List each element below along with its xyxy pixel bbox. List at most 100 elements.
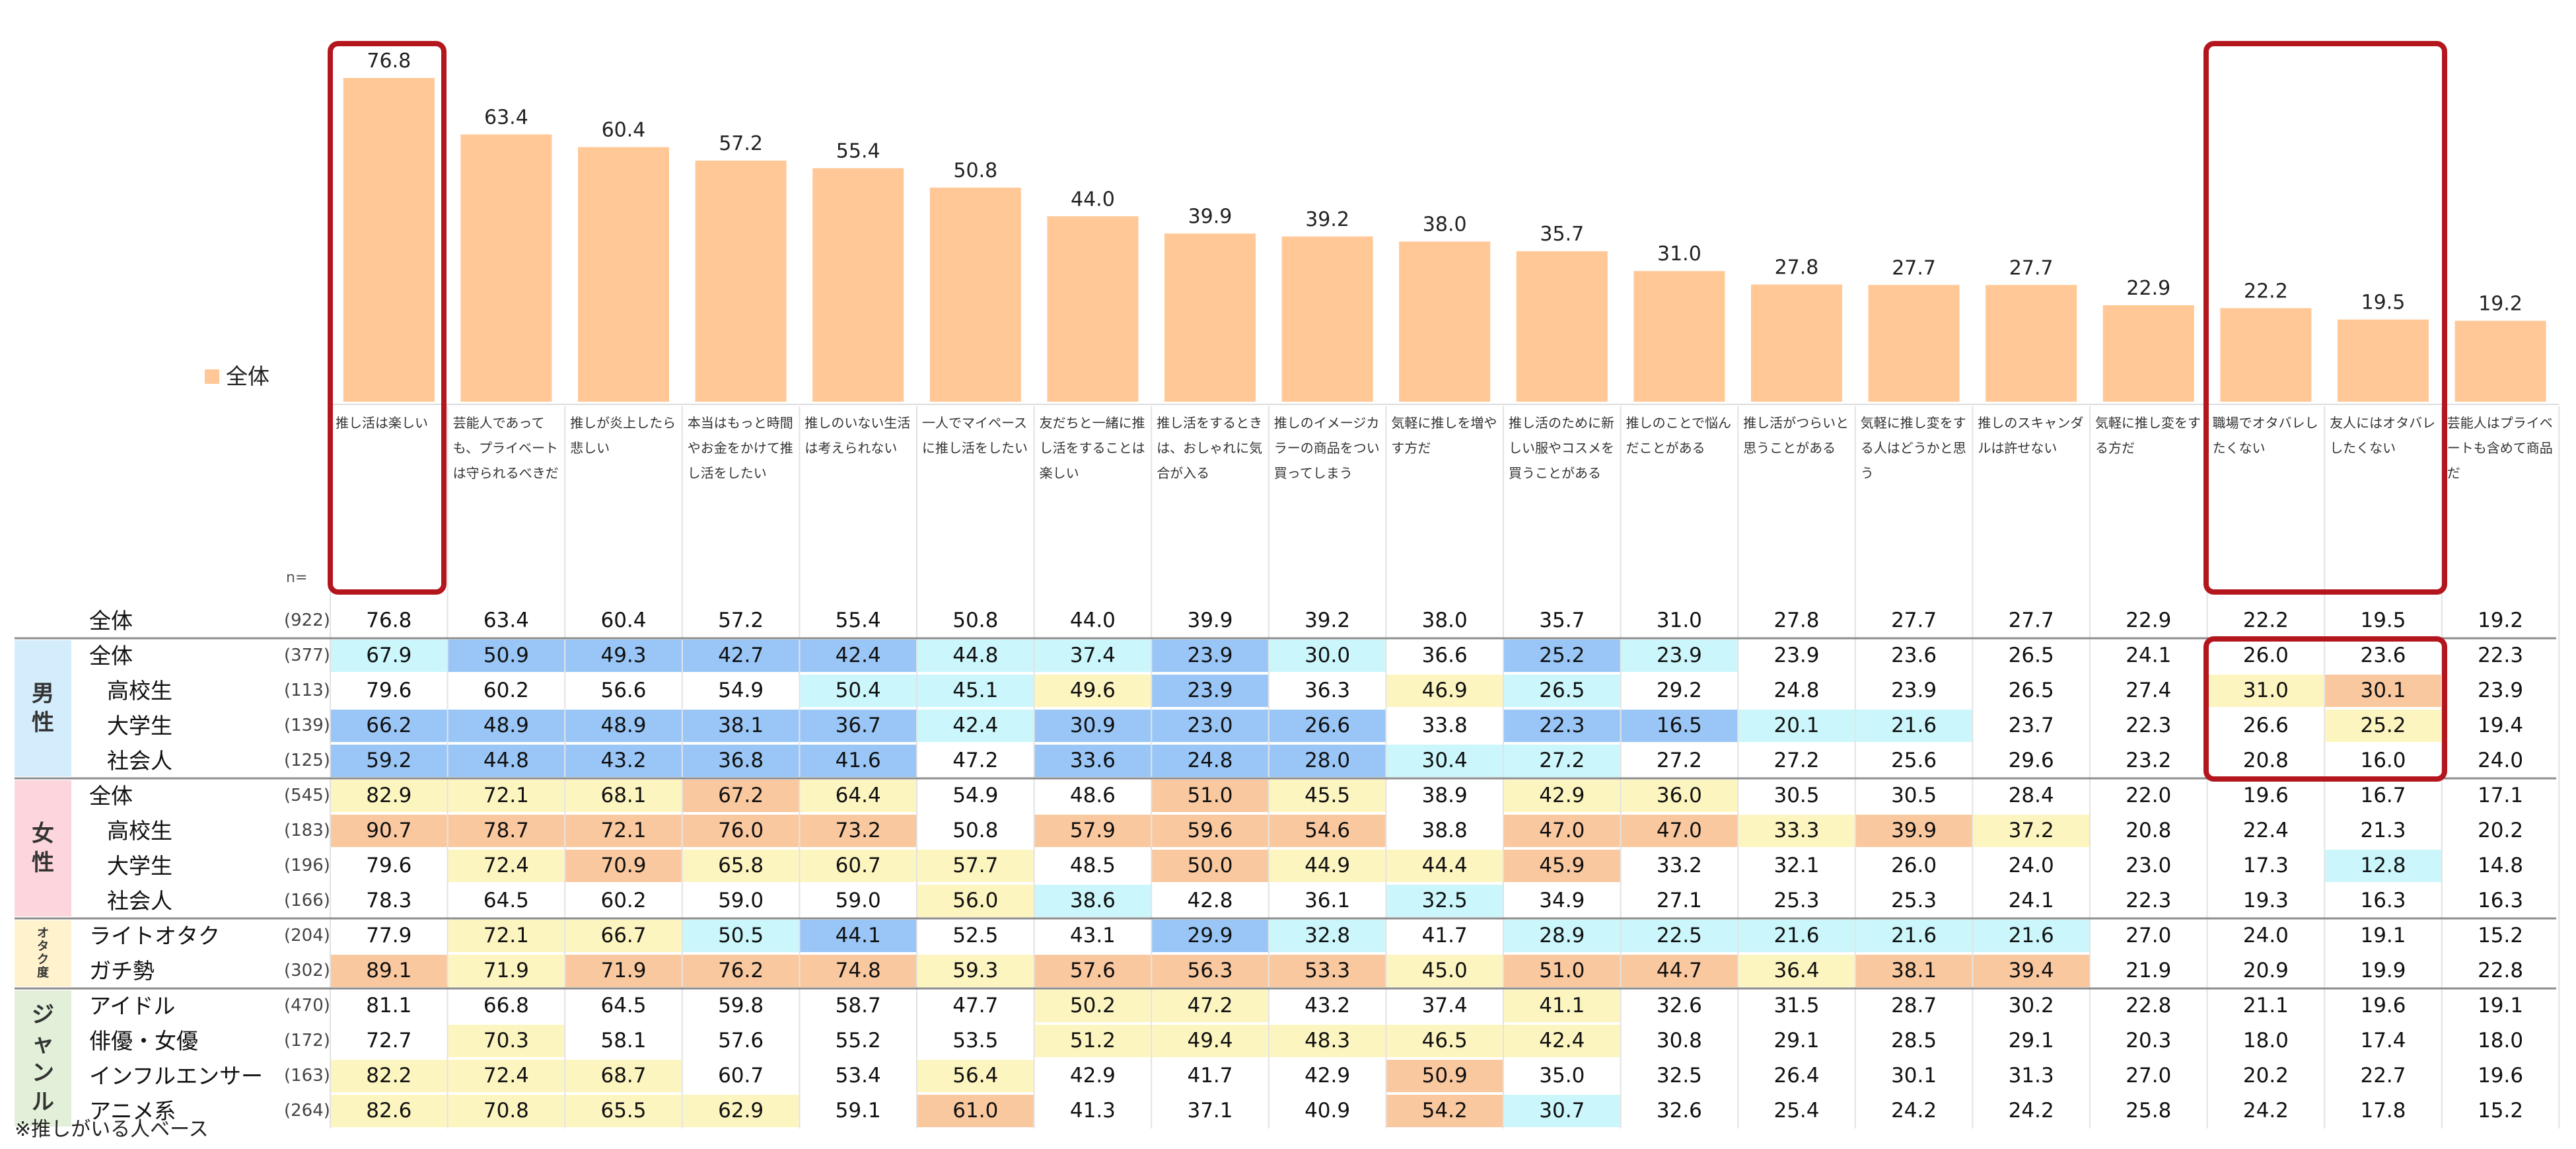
table-cell-bg	[1269, 955, 1386, 987]
table-cell: 59.0	[718, 889, 764, 912]
table-cell: 17.4	[2360, 1029, 2406, 1053]
legend-swatch	[205, 369, 219, 384]
table-cell: 30.7	[1539, 1099, 1585, 1123]
bar-value-label: 60.4	[602, 119, 646, 142]
table-cell: 47.2	[952, 749, 999, 772]
table-cell-bg	[1034, 955, 1151, 987]
table-cell: 33.6	[1069, 749, 1116, 772]
table-cell-bg	[1269, 850, 1386, 882]
bar	[1633, 271, 1725, 402]
table-cell: 25.2	[1539, 644, 1585, 667]
table-cell: 23.6	[2360, 644, 2406, 667]
table-cell: 33.3	[1773, 819, 1820, 842]
highlight-box	[2203, 636, 2447, 782]
table-cell: 22.3	[2478, 644, 2524, 667]
table-cell: 51.2	[1069, 1029, 1116, 1053]
table-cell: 19.6	[2360, 994, 2406, 1018]
table-cell: 22.3	[2126, 714, 2172, 737]
bar	[460, 134, 552, 402]
table-cell: 30.2	[2008, 994, 2054, 1018]
table-cell-bg	[1504, 990, 1620, 1022]
table-cell-bg	[1504, 745, 1620, 777]
table-cell: 26.0	[1891, 854, 1937, 877]
table-cell: 40.9	[1305, 1099, 1351, 1123]
table-cell: 64.4	[835, 784, 881, 807]
table-cell: 27.7	[2008, 609, 2054, 632]
table-cell: 16.5	[1656, 714, 1702, 737]
table-cell-bg	[1738, 920, 1855, 952]
category-label: 推し活のために新しい服やコスメを買うことがある	[1509, 415, 1614, 481]
table-cell-bg	[448, 1060, 565, 1092]
table-cell-bg	[1269, 815, 1386, 847]
table-cell: 25.3	[1891, 889, 1937, 912]
bar	[1868, 285, 1960, 402]
table-cell: 26.4	[1773, 1064, 1820, 1088]
table-cell-bg	[682, 955, 799, 987]
table-cell: 76.0	[718, 819, 764, 842]
bar	[1516, 251, 1608, 402]
table-cell: 38.1	[718, 714, 764, 737]
table-cell-bg	[1621, 710, 1738, 742]
table-cell: 31.5	[1773, 994, 1820, 1018]
table-cell: 36.7	[835, 714, 881, 737]
table-cell-bg	[1034, 710, 1151, 742]
row-n: (470)	[284, 996, 330, 1016]
table-cell: 36.4	[1773, 959, 1820, 982]
row-n: (125)	[284, 751, 330, 770]
row-n: (264)	[284, 1101, 330, 1121]
table-cell: 47.7	[952, 994, 999, 1018]
table-cell: 32.5	[1656, 1064, 1702, 1088]
table-cell: 23.7	[2008, 714, 2054, 737]
table-cell-bg	[1973, 815, 2089, 847]
table-cell-bg	[682, 1095, 799, 1127]
table-cell: 50.2	[1069, 994, 1116, 1018]
table-cell: 37.1	[1187, 1099, 1233, 1123]
table-cell: 20.8	[2242, 749, 2289, 772]
table-cell: 24.0	[2242, 924, 2289, 947]
table-cell-bg	[1034, 1025, 1151, 1057]
table-cell-bg	[1504, 780, 1620, 812]
row-label: 高校生	[107, 678, 172, 704]
table-cell: 23.2	[2126, 749, 2172, 772]
table-cell: 90.7	[366, 819, 412, 842]
table-cell: 57.9	[1069, 819, 1116, 842]
group-label: ジャンル	[32, 1002, 54, 1115]
table-cell-bg	[1621, 640, 1738, 672]
row-n: (545)	[284, 786, 330, 805]
table-cell-bg	[917, 1095, 1034, 1127]
table-cell-bg	[917, 850, 1034, 882]
table-cell-bg	[800, 710, 916, 742]
table-cell: 50.9	[1421, 1064, 1468, 1088]
table-cell: 72.4	[483, 854, 529, 877]
table-cell-bg	[1034, 885, 1151, 917]
table-cell: 35.0	[1539, 1064, 1585, 1088]
table-cell: 56.4	[952, 1064, 999, 1088]
table-cell-bg	[1386, 955, 1503, 987]
table-cell: 27.8	[1773, 609, 1820, 632]
category-label: 一人でマイペースに推し活をしたい	[922, 415, 1028, 456]
table-cell: 52.5	[952, 924, 999, 947]
table-cell-bg	[917, 640, 1034, 672]
table-cell: 24.0	[2008, 854, 2054, 877]
table-cell-bg	[917, 710, 1034, 742]
table-cell: 21.6	[1891, 714, 1937, 737]
table-cell: 28.5	[1891, 1029, 1937, 1053]
table-cell-bg	[331, 815, 447, 847]
table-cell: 76.8	[366, 609, 412, 632]
row-n: (183)	[284, 821, 330, 840]
table-cell: 19.4	[2478, 714, 2524, 737]
table-cell-bg	[1152, 850, 1268, 882]
row-label: インフルエンサー	[89, 1063, 264, 1089]
bar	[2454, 320, 2546, 402]
table-cell-bg	[1034, 990, 1151, 1022]
table-cell: 22.4	[2242, 819, 2289, 842]
row-label: アニメ系	[89, 1098, 176, 1124]
table-cell: 46.9	[1421, 679, 1468, 702]
table-cell: 76.2	[718, 959, 764, 982]
table-cell: 35.7	[1539, 609, 1585, 632]
table-cell: 30.5	[1773, 784, 1820, 807]
table-cell: 19.1	[2478, 994, 2524, 1018]
row-n: (204)	[284, 926, 330, 945]
table-cell: 27.1	[1656, 889, 1702, 912]
table-cell: 49.6	[1069, 679, 1116, 702]
